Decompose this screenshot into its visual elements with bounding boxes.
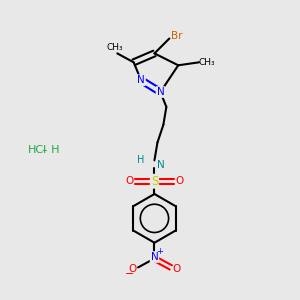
Text: S: S xyxy=(151,175,158,188)
Text: −: − xyxy=(125,269,134,279)
Text: O: O xyxy=(128,264,136,274)
Text: N: N xyxy=(157,87,164,97)
Text: O: O xyxy=(176,176,184,186)
Text: O: O xyxy=(172,264,181,274)
Text: – H: – H xyxy=(42,145,59,155)
Text: O: O xyxy=(125,176,133,186)
Text: N: N xyxy=(137,75,145,85)
Text: N: N xyxy=(157,160,164,170)
Text: Br: Br xyxy=(171,31,182,40)
Text: CH₃: CH₃ xyxy=(106,43,123,52)
Text: H: H xyxy=(137,155,145,165)
Text: +: + xyxy=(156,248,163,256)
Text: HCl: HCl xyxy=(27,145,47,155)
Text: CH₃: CH₃ xyxy=(198,58,215,67)
Text: N: N xyxy=(151,252,158,262)
